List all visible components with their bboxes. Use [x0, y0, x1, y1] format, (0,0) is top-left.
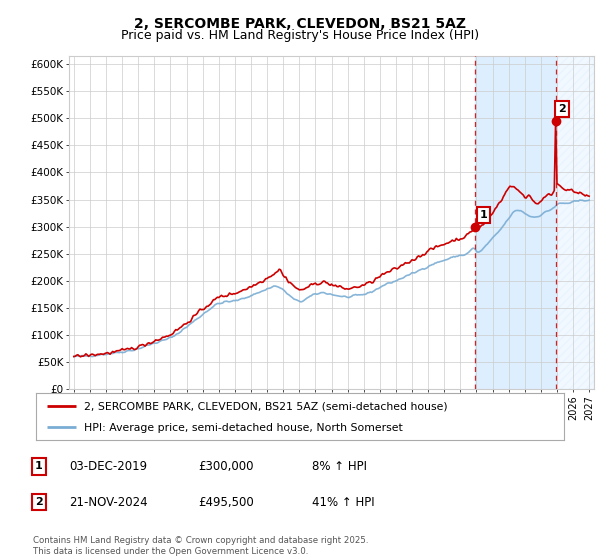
- Bar: [556, 56, 594, 389]
- Text: 2, SERCOMBE PARK, CLEVEDON, BS21 5AZ: 2, SERCOMBE PARK, CLEVEDON, BS21 5AZ: [134, 17, 466, 31]
- Text: 8% ↑ HPI: 8% ↑ HPI: [312, 460, 367, 473]
- Text: £300,000: £300,000: [198, 460, 254, 473]
- Text: Contains HM Land Registry data © Crown copyright and database right 2025.
This d: Contains HM Land Registry data © Crown c…: [33, 536, 368, 556]
- Text: 21-NOV-2024: 21-NOV-2024: [69, 496, 148, 509]
- Bar: [475, 56, 556, 389]
- Text: HPI: Average price, semi-detached house, North Somerset: HPI: Average price, semi-detached house,…: [83, 422, 402, 432]
- Text: £495,500: £495,500: [198, 496, 254, 509]
- Text: 1: 1: [479, 210, 487, 220]
- Text: 41% ↑ HPI: 41% ↑ HPI: [312, 496, 374, 509]
- Text: 2: 2: [558, 104, 566, 114]
- Text: 03-DEC-2019: 03-DEC-2019: [69, 460, 147, 473]
- Text: 1: 1: [35, 461, 43, 472]
- Text: 2, SERCOMBE PARK, CLEVEDON, BS21 5AZ (semi-detached house): 2, SERCOMBE PARK, CLEVEDON, BS21 5AZ (se…: [83, 401, 447, 411]
- Text: 2: 2: [35, 497, 43, 507]
- Text: Price paid vs. HM Land Registry's House Price Index (HPI): Price paid vs. HM Land Registry's House …: [121, 29, 479, 42]
